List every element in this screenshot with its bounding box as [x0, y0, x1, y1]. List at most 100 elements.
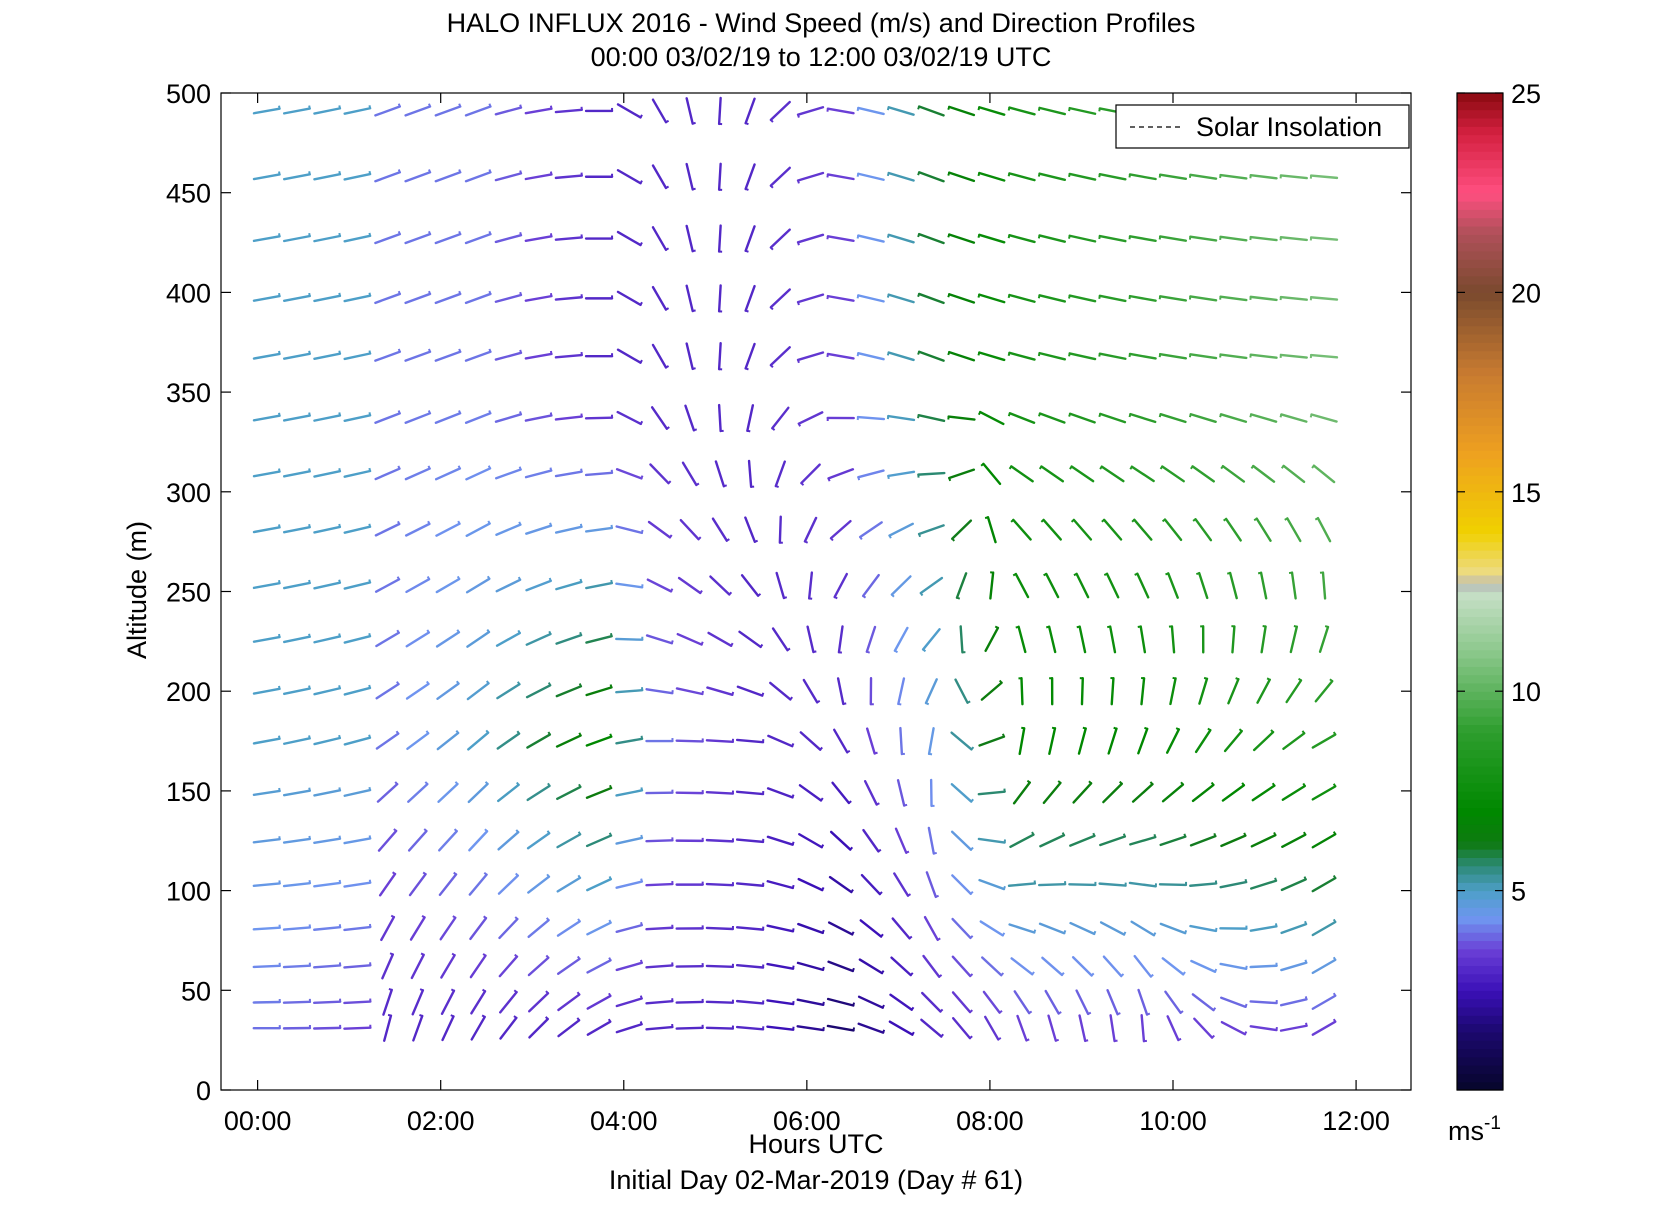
wind-vector-barb: [450, 988, 455, 992]
wind-vector: [921, 991, 944, 1013]
wind-vector-barb: [1068, 173, 1071, 178]
wind-vector: [383, 1013, 393, 1042]
wind-vector-barb: [846, 749, 851, 754]
colorbar-band: [1457, 392, 1503, 402]
wind-vector-barb: [425, 730, 430, 734]
wind-vector: [1007, 351, 1036, 361]
colorbar-band: [1457, 309, 1503, 318]
wind-vector: [252, 171, 281, 181]
wind-vector-shaft: [1311, 733, 1337, 749]
wind-vector-shaft: [1164, 990, 1182, 1015]
wind-vector-shaft: [434, 350, 462, 362]
wind-vector-barb: [457, 465, 461, 469]
wind-vector: [464, 230, 492, 245]
wind-vector: [769, 100, 791, 123]
wind-vector-shaft: [528, 992, 550, 1013]
wind-vector: [615, 687, 644, 694]
wind-vector-shaft: [1282, 464, 1306, 484]
wind-vector-shaft: [896, 779, 906, 807]
wind-vector-barb: [669, 534, 673, 538]
wind-vector-barb: [1033, 929, 1037, 933]
wind-vector-barb: [484, 828, 488, 832]
wind-vector-barb: [820, 844, 825, 848]
wind-vector-barb: [1273, 832, 1277, 836]
wind-vector-shaft: [1129, 835, 1157, 846]
wind-vector: [469, 915, 488, 941]
wind-vector-shaft: [1068, 106, 1097, 115]
wind-vector: [746, 404, 755, 433]
wind-vector-shaft: [888, 522, 914, 537]
wind-vector-shaft: [651, 343, 668, 369]
wind-vector: [1047, 1014, 1059, 1042]
wind-vector-shaft: [1190, 959, 1217, 973]
wind-vector: [685, 224, 696, 253]
wind-vector-shaft: [1189, 834, 1217, 847]
wind-vector-shaft: [1133, 954, 1153, 978]
wind-vector-barb: [397, 520, 401, 525]
wind-vector-shaft: [252, 837, 281, 844]
wind-vector: [1159, 465, 1185, 483]
wind-vector-shaft: [252, 737, 281, 745]
wind-vector-barb: [1076, 625, 1080, 629]
wind-vector: [1007, 172, 1036, 182]
wind-vector: [675, 925, 704, 930]
wind-vector-barb: [1026, 779, 1031, 784]
wind-vector-barb: [697, 536, 702, 540]
wind-vector: [1137, 988, 1151, 1016]
wind-vector-shaft: [1072, 782, 1093, 804]
wind-vector: [495, 576, 522, 593]
colorbar-band: [1457, 633, 1503, 642]
wind-vector-shaft: [798, 784, 823, 802]
wind-vector: [526, 782, 551, 802]
wind-vector: [886, 293, 915, 304]
wind-vector: [343, 579, 372, 590]
colorbar-band: [1457, 134, 1503, 144]
wind-vector: [645, 998, 674, 1005]
wind-vector-barb: [1213, 832, 1217, 837]
wind-vector: [252, 924, 281, 931]
colorbar-band: [1457, 1056, 1503, 1066]
colorbar-band: [1457, 417, 1503, 426]
wind-vector-shaft: [381, 953, 395, 980]
wind-vector-shaft: [766, 787, 794, 799]
wind-vector: [917, 471, 946, 478]
wind-vector-shaft: [1099, 412, 1127, 424]
colorbar-band: [1457, 790, 1503, 800]
wind-vector: [685, 162, 696, 191]
wind-vector-barb: [998, 679, 1003, 684]
wind-vector-shaft: [441, 1015, 455, 1042]
wind-vector-shaft: [313, 881, 342, 888]
wind-vector-shaft: [948, 293, 976, 304]
wind-vector-barb: [1245, 965, 1248, 969]
wind-vector: [374, 230, 402, 245]
wind-vector-shaft: [1047, 625, 1057, 654]
wind-vector: [646, 578, 674, 593]
wind-vector-shaft: [252, 882, 281, 888]
wind-vector-barb: [1003, 885, 1006, 890]
colorbar-tick-label: 20: [1511, 278, 1541, 308]
wind-vector-barb: [450, 1014, 454, 1018]
wind-vector-barb: [821, 886, 825, 891]
wind-vector: [796, 293, 825, 306]
wind-vector: [717, 342, 723, 371]
wind-vector-shaft: [917, 292, 945, 305]
wind-vector: [585, 579, 614, 590]
wind-vector-barb: [1117, 1012, 1121, 1016]
wind-vector-shaft: [769, 681, 792, 701]
wind-vector-shaft: [374, 578, 401, 593]
wind-vector: [1280, 876, 1307, 892]
wind-vector-shaft: [283, 294, 311, 303]
wind-vector: [380, 914, 396, 942]
wind-vector-barb: [1304, 920, 1308, 925]
wind-vector-shaft: [1311, 920, 1337, 937]
wind-vector-barb: [745, 122, 749, 126]
wind-vector-shaft: [1037, 882, 1067, 887]
wind-vector: [555, 578, 583, 591]
wind-vector-barb: [848, 800, 852, 804]
wind-vector-shaft: [555, 580, 583, 591]
wind-vector-barb: [947, 172, 951, 176]
wind-vector: [771, 406, 790, 431]
wind-vector-barb: [1118, 780, 1123, 785]
wind-vector: [869, 677, 874, 706]
x-tick-label: 04:00: [590, 1106, 658, 1136]
